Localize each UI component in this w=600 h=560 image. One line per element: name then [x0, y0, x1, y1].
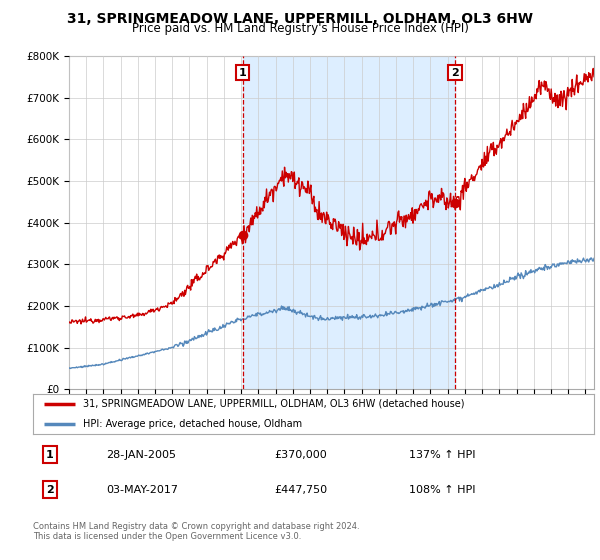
Text: 108% ↑ HPI: 108% ↑ HPI — [409, 484, 475, 494]
Text: 2: 2 — [46, 484, 54, 494]
Text: £447,750: £447,750 — [274, 484, 328, 494]
Text: 2: 2 — [451, 68, 459, 78]
Text: 1: 1 — [46, 450, 54, 460]
Text: 1: 1 — [239, 68, 247, 78]
Text: £370,000: £370,000 — [274, 450, 327, 460]
Text: 31, SPRINGMEADOW LANE, UPPERMILL, OLDHAM, OL3 6HW (detached house): 31, SPRINGMEADOW LANE, UPPERMILL, OLDHAM… — [83, 399, 465, 409]
Text: 31, SPRINGMEADOW LANE, UPPERMILL, OLDHAM, OL3 6HW: 31, SPRINGMEADOW LANE, UPPERMILL, OLDHAM… — [67, 12, 533, 26]
Text: 28-JAN-2005: 28-JAN-2005 — [106, 450, 176, 460]
Text: 137% ↑ HPI: 137% ↑ HPI — [409, 450, 475, 460]
Text: Price paid vs. HM Land Registry's House Price Index (HPI): Price paid vs. HM Land Registry's House … — [131, 22, 469, 35]
Bar — [242, 56, 455, 389]
Text: HPI: Average price, detached house, Oldham: HPI: Average price, detached house, Oldh… — [83, 419, 302, 429]
Text: Contains HM Land Registry data © Crown copyright and database right 2024.
This d: Contains HM Land Registry data © Crown c… — [33, 522, 359, 542]
Text: 03-MAY-2017: 03-MAY-2017 — [106, 484, 178, 494]
